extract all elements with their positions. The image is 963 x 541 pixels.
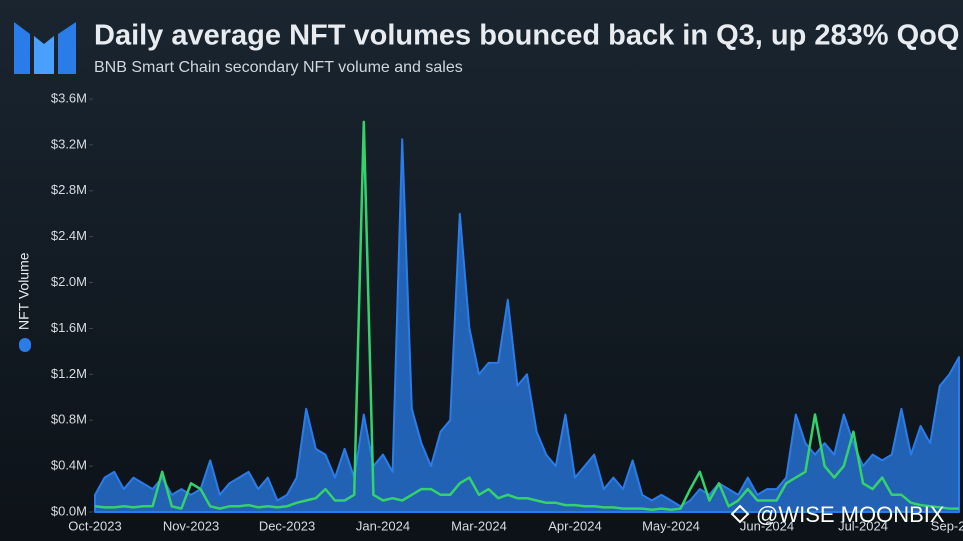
x-tick-label: Jan-2024 <box>356 518 410 533</box>
y-tick-label: $0.4M <box>51 458 87 473</box>
x-tick-label: Dec-2023 <box>259 518 315 533</box>
y-tick-label: $2.0M <box>51 274 87 289</box>
legend-swatch <box>19 338 31 352</box>
x-tick-label: Mar-2024 <box>451 518 507 533</box>
y-tick-label: $0.8M <box>51 412 87 427</box>
x-tick-label: Nov-2023 <box>163 518 219 533</box>
chart-title: Daily average NFT volumes bounced back i… <box>94 20 959 52</box>
watermark-text: @WISE MOONBIX <box>756 502 945 527</box>
x-tick-label: Jun-2024 <box>740 518 794 533</box>
y-tick-label: $0.0M <box>51 503 87 518</box>
y-axis-label: NFT Volume <box>16 252 32 330</box>
y-tick-label: $2.4M <box>51 228 87 243</box>
sales-line <box>94 120 959 511</box>
x-tick-label: Sep-2024 <box>931 518 963 533</box>
chart-subtitle: BNB Smart Chain secondary NFT volume and… <box>94 59 463 76</box>
x-tick-label: May-2024 <box>642 518 700 533</box>
logo <box>14 22 76 74</box>
y-tick-label: $3.2M <box>51 136 87 151</box>
x-tick-label: Oct-2023 <box>68 518 121 533</box>
plot: $0.0M $0.4M $0.8M $1.2M $1.6M $2.0M $2.4M $2.8M… <box>51 90 963 533</box>
x-tick-label: Apr-2024 <box>548 518 601 533</box>
y-axis-legend: NFT Volume <box>16 252 32 352</box>
y-tick-label: $2.8M <box>51 182 87 197</box>
y-tick-label: $1.2M <box>51 366 87 381</box>
x-tick-label: Jul-2024 <box>838 518 888 533</box>
watermark: @WISE MOONBIX <box>730 502 945 527</box>
y-tick-label: $1.6M <box>51 320 87 335</box>
volume-area <box>94 138 960 513</box>
y-tick-label: $3.6M <box>51 90 87 105</box>
